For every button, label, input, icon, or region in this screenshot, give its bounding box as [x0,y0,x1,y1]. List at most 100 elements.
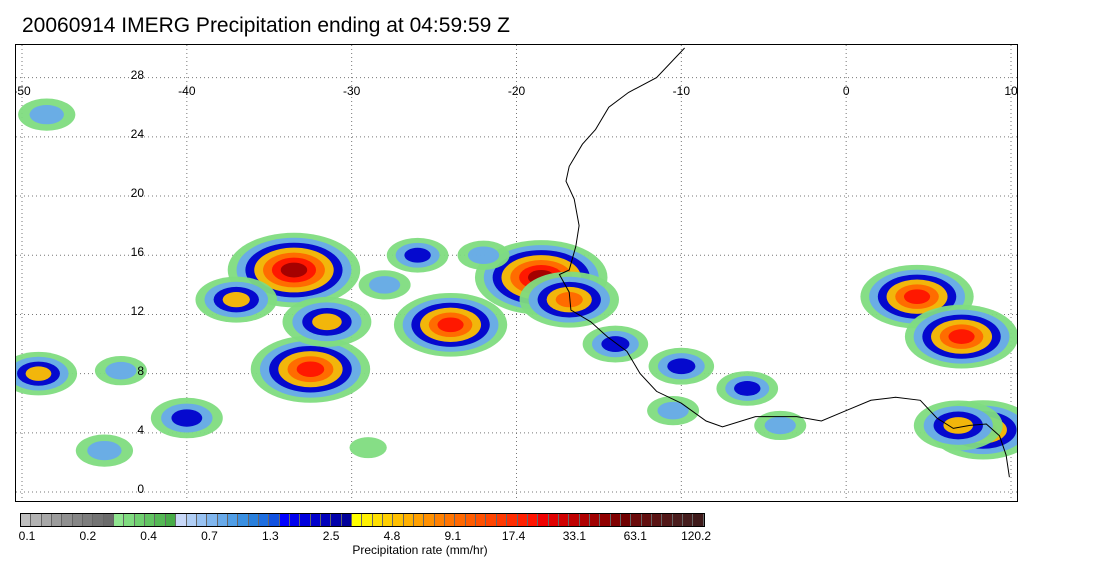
colorbar-swatch [662,514,673,526]
colorbar-swatch [579,514,590,526]
latitude-tick-label: 24 [130,126,144,141]
precipitation-cell [457,240,510,270]
precipitation-cell [250,335,371,403]
colorbar-swatch [227,514,239,526]
precipitation-cell [18,98,76,131]
precipitation-cell [94,356,147,386]
latitude-tick-label: 16 [130,245,144,260]
colorbar-tick-label: 17.4 [501,529,526,543]
colorbar-swatch [331,514,342,526]
colorbar-swatch [352,514,363,526]
colorbar-swatch [683,514,694,526]
colorbar-swatch [693,514,704,526]
longitude-tick-label: -10 [672,84,690,98]
colorbar-swatch [631,514,642,526]
precipitation-contour [312,313,342,331]
colorbar-swatch [538,514,549,526]
latitude-tick-label: 28 [130,67,144,82]
precipitation-cell [386,237,449,273]
colorbar-swatch [103,514,115,526]
longitude-tick-label: -30 [342,84,361,98]
precipitation-field [16,98,1017,467]
precipitation-contour [555,292,583,308]
colorbar-swatch [52,514,63,526]
precipitation-contour [764,416,796,435]
longitude-tick-label: -20 [507,84,526,98]
precipitation-cell [75,434,134,467]
precipitation-contour [25,366,52,381]
colorbar-swatch [496,514,508,526]
precipitation-contour [87,440,122,461]
colorbar-swatch [434,514,446,526]
precipitation-cell [716,371,779,406]
colorbar-tick-label: 0.2 [79,529,97,543]
colorbar-swatch [196,514,208,526]
colorbar-tick-label: 0.7 [201,529,218,543]
colorbar-swatch [558,514,570,526]
colorbar-swatch [134,514,146,526]
colorbar-tick-label: 0.4 [140,529,157,543]
colorbar-swatch [145,514,156,526]
precipitation-cell [282,296,372,347]
colorbar-swatch [569,514,580,526]
colorbar-swatch [300,514,311,526]
precipitation-cell [150,397,223,439]
colorbar-tick-label: 63.1 [623,529,647,543]
colorbar-swatch [424,514,435,526]
colorbar-swatch [507,514,518,526]
colorbar-tick-label: 9.1 [444,529,462,543]
colorbar-swatch [289,514,301,526]
precipitation-contour [667,358,696,375]
precipitation-map [16,45,1017,501]
colorbar-swatch [486,514,497,526]
precipitation-cell [519,271,619,328]
longitude-tick-label: 0 [842,84,850,98]
colorbar [20,513,705,527]
colorbar-swatch [269,514,280,526]
colorbar-swatch [341,514,352,526]
colorbar-swatch [83,514,94,526]
colorbar-swatch [217,514,228,526]
colorbar-swatch [476,514,487,526]
precipitation-cell [904,304,1017,369]
longitude-tick-label: -40 [178,84,196,98]
precipitation-cell [393,292,508,357]
precipitation-cell [358,270,411,300]
colorbar-tick-label: 2.5 [322,529,340,543]
longitude-tick-label: -50 [15,84,31,98]
precipitation-contour [280,262,308,278]
precipitation-contour [105,361,137,380]
precipitation-cell [647,396,700,426]
precipitation-cell [16,351,78,396]
colorbar-swatch [165,514,177,526]
colorbar-swatch [362,514,373,526]
colorbar-swatch [620,514,632,526]
colorbar-swatch [124,514,135,526]
colorbar-swatch [41,514,53,526]
colorbar-swatch [372,514,384,526]
precipitation-contour [296,361,325,377]
colorbar-swatch [403,514,415,526]
precipitation-contour [734,381,761,396]
colorbar-swatch [155,514,166,526]
precipitation-cell [648,347,715,385]
colorbar-swatch [279,514,290,526]
precipitation-contour [29,104,64,125]
precipitation-cell [195,276,278,323]
precipitation-contour [437,317,464,333]
colorbar-swatch [383,514,394,526]
colorbar-swatch [445,514,456,526]
coastline [558,47,1010,478]
colorbar-swatch [93,514,104,526]
precipitation-contour [467,246,500,265]
colorbar-title: Precipitation rate (mm/hr) [352,543,488,557]
colorbar-swatch [114,514,125,526]
map-panel: 28 24 20 16 12 8 4 0 -50 -40 -30 -20 -10 0 10 [15,44,1018,502]
colorbar-swatch [176,514,187,526]
colorbar-swatch [527,514,539,526]
colorbar-swatch [414,514,425,526]
precipitation-contour [349,437,387,459]
precipitation-contour [171,409,203,427]
precipitation-cell [582,325,649,363]
precipitation-contour [404,247,431,263]
